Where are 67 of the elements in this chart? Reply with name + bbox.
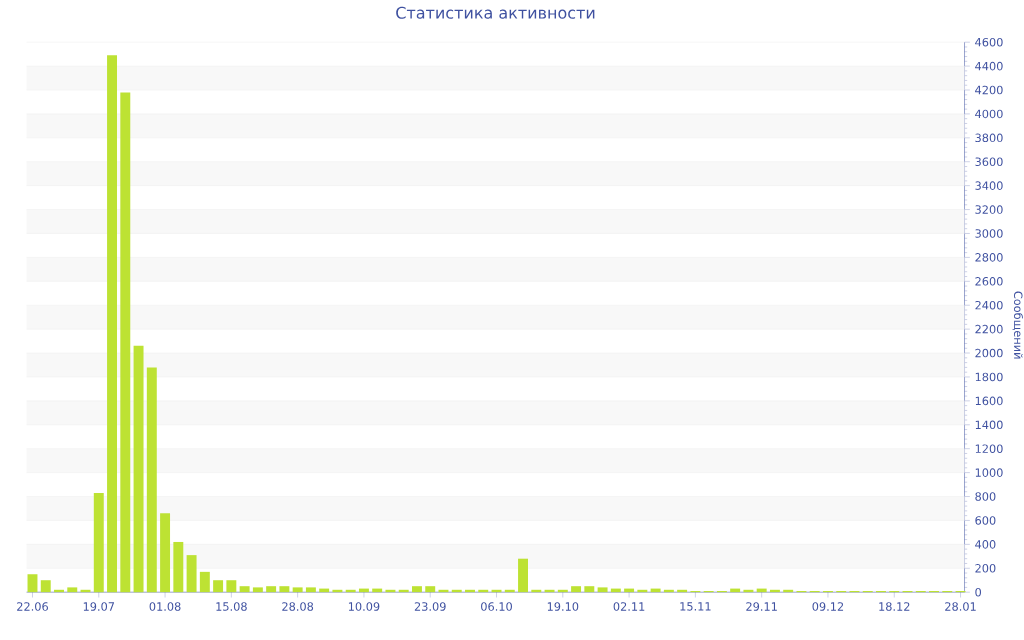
- x-tick-label: 19.10: [547, 602, 579, 611]
- bar: [292, 587, 303, 593]
- bar: [186, 555, 197, 593]
- y-tick-label: 1600: [975, 396, 1003, 406]
- y-tick-label: 4000: [975, 109, 1003, 119]
- y-tick-label: 2400: [975, 300, 1003, 310]
- y-tick-label: 4200: [975, 85, 1003, 95]
- bar: [27, 574, 38, 593]
- x-tick-label: 23.09: [414, 602, 446, 611]
- x-tick-label: 18.12: [879, 602, 910, 611]
- x-tick-label: 15.11: [680, 602, 711, 611]
- bar: [213, 580, 224, 593]
- y-tick-label: 1000: [975, 468, 1003, 477]
- bar: [40, 580, 51, 593]
- y-tick-label: 2000: [975, 348, 1003, 358]
- chart-title: Статистика активности: [396, 6, 595, 19]
- y-tick-label: 3800: [975, 133, 1003, 143]
- y-tick-label: 4600: [975, 37, 1003, 47]
- x-tick-label: 15.08: [216, 602, 247, 611]
- x-tick-label: 01.08: [149, 602, 181, 611]
- bar: [93, 492, 104, 593]
- bar: [279, 586, 290, 593]
- bar: [199, 571, 210, 593]
- bar: [173, 541, 184, 593]
- y-tick-label: 1200: [975, 444, 1003, 453]
- bar: [67, 587, 78, 593]
- bar: [571, 586, 582, 593]
- x-tick-label: 10.09: [348, 602, 380, 611]
- y-tick-label: 3600: [975, 157, 1003, 167]
- y-axis-title: Сообщений: [1012, 291, 1023, 359]
- y-tick-label: 3400: [975, 181, 1003, 190]
- y-tick-label: 0: [975, 587, 982, 597]
- x-tick-label: 22.06: [17, 602, 48, 611]
- x-tick-label: 28.08: [282, 602, 314, 611]
- y-tick-label: 2600: [975, 277, 1003, 286]
- y-tick-label: 800: [975, 492, 996, 501]
- bar: [146, 367, 157, 593]
- bar: [518, 558, 528, 593]
- bar: [226, 580, 237, 593]
- y-tick-label: 3000: [975, 229, 1003, 238]
- y-tick-label: 1800: [975, 372, 1003, 382]
- bar: [412, 586, 422, 593]
- x-tick-label: 09.12: [812, 602, 844, 611]
- bar: [120, 92, 131, 593]
- x-tick-label: 19.07: [83, 602, 115, 611]
- x-tick-label: 29.11: [746, 602, 777, 611]
- y-tick-label: 1400: [975, 420, 1003, 430]
- x-tick-label: 02.11: [613, 602, 645, 611]
- y-tick-label: 4400: [975, 61, 1003, 71]
- y-tick-label: 2800: [975, 253, 1003, 262]
- y-tick-label: 2200: [975, 324, 1003, 334]
- bar: [239, 586, 250, 593]
- bar: [597, 587, 608, 593]
- y-tick-label: 200: [975, 563, 996, 573]
- bar: [107, 55, 118, 593]
- bar: [584, 586, 595, 593]
- y-tick-label: 3200: [975, 205, 1003, 214]
- bar: [266, 586, 277, 593]
- bar: [305, 587, 316, 593]
- y-tick-label: 600: [975, 516, 996, 525]
- bar: [252, 587, 263, 593]
- bar: [133, 345, 144, 593]
- bar: [160, 513, 171, 593]
- x-tick-label: 28.01: [945, 602, 976, 611]
- y-tick-label: 400: [975, 540, 996, 549]
- bar: [425, 586, 436, 593]
- x-tick-label: 06.10: [481, 602, 512, 611]
